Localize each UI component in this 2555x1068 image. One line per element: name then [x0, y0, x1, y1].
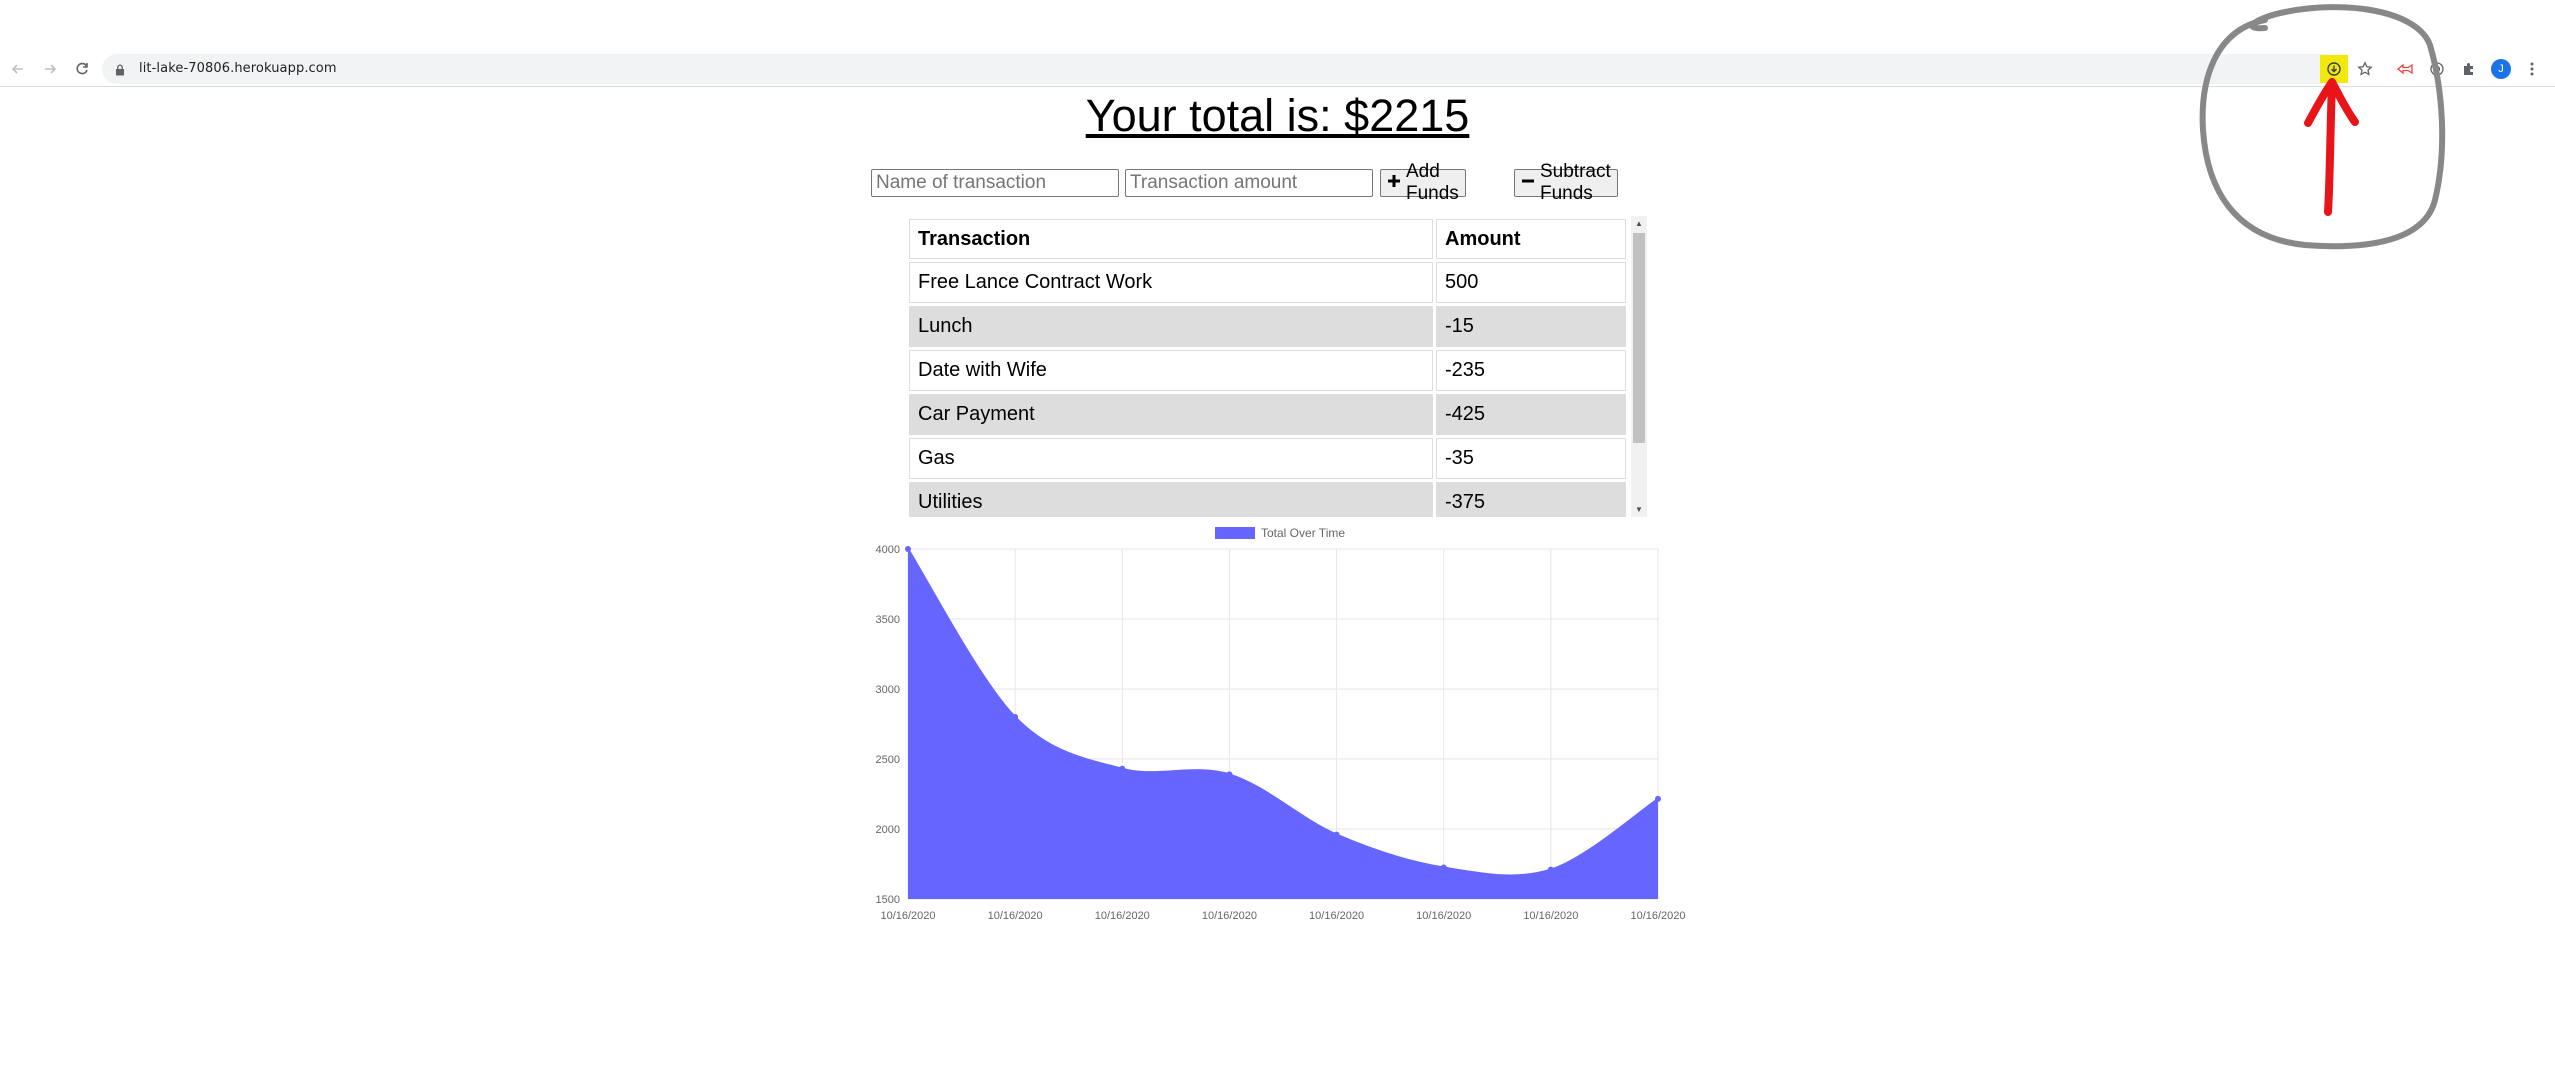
table-row: Free Lance Contract Work 500 — [909, 262, 1626, 303]
x-tick-label: 10/16/2020 — [1309, 910, 1364, 922]
series-area — [908, 549, 1658, 899]
x-tick-label: 10/16/2020 — [1630, 910, 1685, 922]
table-row: Gas -35 — [909, 438, 1626, 479]
transaction-name-cell: Car Payment — [909, 394, 1433, 435]
transaction-amount-cell: -375 — [1436, 482, 1626, 517]
url-text: lit-lake-70806.herokuapp.com — [139, 61, 337, 76]
arrow-left-icon[interactable] — [5, 56, 31, 82]
data-point — [1655, 795, 1661, 802]
transaction-amount-cell: -15 — [1436, 306, 1626, 347]
install-app-icon[interactable] — [2320, 55, 2348, 83]
scrollbar-thumb[interactable] — [1633, 233, 1645, 443]
x-tick-label: 10/16/2020 — [1095, 910, 1150, 922]
x-tick-label: 10/16/2020 — [880, 910, 935, 922]
transaction-name-cell: Lunch — [909, 306, 1433, 347]
add-funds-label: Add Funds — [1406, 161, 1459, 204]
x-tick-label: 10/16/2020 — [1416, 910, 1471, 922]
lock-icon[interactable] — [115, 63, 125, 81]
browser-toolbar: lit-lake-70806.herokuapp.com J — [0, 52, 2555, 87]
table-header-row: Transaction Amount — [909, 219, 1626, 259]
subtract-funds-button[interactable]: Subtract Funds — [1514, 161, 1618, 204]
arrow-right-icon[interactable] — [37, 56, 63, 82]
y-tick-label: 4000 — [876, 544, 900, 556]
scroll-up-icon[interactable]: ▲ — [1635, 219, 1643, 228]
data-point — [1440, 864, 1447, 871]
address-bar[interactable]: lit-lake-70806.herokuapp.com — [102, 54, 2340, 84]
transaction-amount-cell: -35 — [1436, 438, 1626, 479]
y-tick-label: 2500 — [876, 754, 900, 766]
legend-label: Total Over Time — [1261, 526, 1345, 540]
reload-icon[interactable] — [69, 56, 95, 82]
y-tick-label: 3000 — [876, 684, 900, 696]
star-icon[interactable] — [2352, 56, 2378, 82]
transaction-name-cell: Utilities — [909, 482, 1433, 517]
extension-red-icon[interactable] — [2392, 56, 2418, 82]
transaction-amount-cell: -425 — [1436, 394, 1626, 435]
table-row: Lunch -15 — [909, 306, 1626, 347]
profile-avatar-text: J — [2491, 59, 2511, 79]
y-tick-label: 2000 — [876, 824, 900, 836]
table-row: Date with Wife -235 — [909, 350, 1626, 391]
x-tick-label: 10/16/2020 — [1523, 910, 1578, 922]
transaction-amount-cell: -235 — [1436, 350, 1626, 391]
transaction-table: Transaction Amount Free Lance Contract W… — [906, 216, 1629, 517]
scroll-down-icon[interactable]: ▼ — [1635, 505, 1643, 514]
table-row: Utilities -375 — [909, 482, 1626, 517]
puzzle-icon[interactable] — [2456, 56, 2482, 82]
transaction-amount-cell: 500 — [1436, 262, 1626, 303]
y-tick-label: 1500 — [876, 894, 900, 906]
page-title: Your total is: $2215 — [1085, 90, 1470, 141]
column-header-amount: Amount — [1436, 219, 1626, 259]
table-scrollbar[interactable]: ▲ ▼ — [1631, 216, 1647, 517]
data-point — [1012, 714, 1019, 720]
avatar[interactable]: J — [2488, 56, 2514, 82]
transaction-amount-input[interactable]: Transaction amount — [1125, 169, 1373, 197]
annotation-circle — [2199, 4, 2446, 250]
y-tick-label: 3500 — [876, 614, 900, 626]
transaction-name-cell: Date with Wife — [909, 350, 1433, 391]
transaction-table-container[interactable]: Transaction Amount Free Lance Contract W… — [906, 216, 1647, 517]
plus-icon — [1387, 172, 1401, 194]
x-tick-label: 10/16/2020 — [988, 910, 1043, 922]
legend-swatch — [1215, 527, 1255, 539]
subtract-funds-label: Subtract Funds — [1540, 161, 1611, 204]
data-point — [905, 546, 911, 552]
minus-icon — [1521, 172, 1535, 194]
data-point — [1333, 831, 1340, 838]
add-funds-button[interactable]: Add Funds — [1380, 161, 1466, 204]
total-over-time-chart: 4000 3500 3000 2500 2000 1500 10/16/2020 10/16/… — [876, 526, 1686, 922]
transaction-name-cell: Free Lance Contract Work — [909, 262, 1433, 303]
hand-drawn-annotation — [2199, 4, 2446, 250]
x-tick-label: 10/16/2020 — [1202, 910, 1257, 922]
data-point — [1119, 765, 1126, 772]
data-point — [1226, 771, 1233, 778]
transaction-name-input[interactable]: Name of transaction — [871, 169, 1119, 197]
transaction-name-cell: Gas — [909, 438, 1433, 479]
table-row: Car Payment -425 — [909, 394, 1626, 435]
data-point — [1547, 866, 1554, 873]
vertical-dots-icon[interactable] — [2519, 56, 2545, 82]
column-header-transaction: Transaction — [909, 219, 1433, 259]
annotation-arrow — [2304, 78, 2359, 216]
